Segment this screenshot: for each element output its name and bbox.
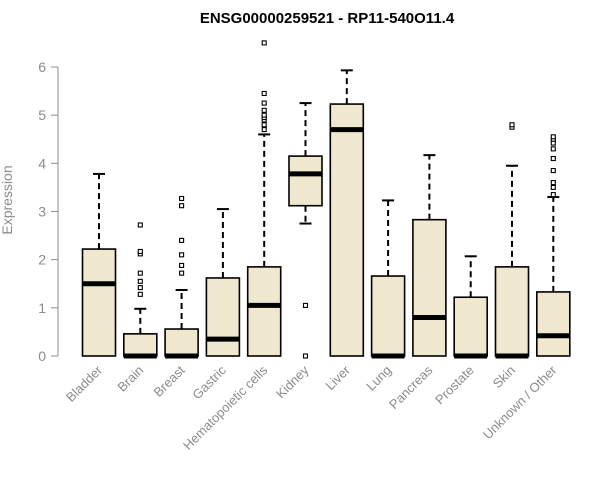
- y-axis: 0 1 2 3 4 5 6: [38, 59, 59, 364]
- box-brain: [123, 222, 158, 359]
- box-rect: [370, 275, 406, 357]
- x-tick-label-brain: Brain: [114, 363, 146, 395]
- boxes: [81, 40, 571, 359]
- outlier-point: [550, 180, 556, 186]
- outlier-point: [550, 167, 556, 174]
- x-tick-label-skin: Skin: [490, 363, 518, 391]
- outlier-point: [179, 195, 185, 202]
- outlier-point: [261, 40, 267, 46]
- outlier-point: [179, 203, 185, 209]
- outlier-point: [137, 291, 143, 297]
- box-rect: [494, 266, 530, 357]
- box-rect: [205, 277, 241, 357]
- y-tick-label: 1: [38, 300, 46, 316]
- x-tick-label-gastric: Gastric: [189, 362, 229, 402]
- outlier-point: [137, 285, 143, 291]
- x-tick-label-prostate: Prostate: [432, 363, 477, 408]
- outlier-point: [550, 155, 556, 162]
- x-tick-label-bladder: Bladder: [63, 362, 106, 405]
- outlier-point: [509, 122, 515, 128]
- box-prostate: [453, 255, 489, 359]
- y-tick-label: 3: [38, 203, 46, 219]
- outlier-point: [261, 122, 267, 128]
- outlier-point: [550, 146, 556, 152]
- y-tick-label: 0: [38, 348, 46, 364]
- x-tick-label-liver: Liver: [322, 362, 353, 393]
- box-rect: [412, 218, 447, 357]
- outlier-point: [550, 184, 556, 190]
- outlier-point: [261, 127, 267, 133]
- outlier-point: [550, 134, 556, 140]
- outlier-point: [261, 90, 267, 97]
- outlier-point: [550, 192, 556, 198]
- box-rect: [246, 266, 282, 357]
- box-rect: [288, 155, 323, 207]
- y-tick-label: 4: [38, 155, 46, 171]
- box-rect: [164, 328, 199, 357]
- outlier-point: [179, 252, 185, 258]
- box-hematopoietic-cells: [246, 40, 282, 357]
- outlier-point: [261, 112, 267, 118]
- x-tick-label-kidney: Kidney: [273, 362, 312, 401]
- outlier-point: [179, 262, 185, 268]
- box-rect: [453, 296, 489, 357]
- chart-title: ENSG00000259521 - RP11-540O11.4: [200, 10, 455, 27]
- outlier-point: [137, 248, 143, 255]
- outlier-point: [137, 270, 143, 276]
- box-lung: [370, 199, 406, 359]
- box-skin: [494, 122, 530, 359]
- box-rect: [81, 248, 117, 357]
- y-axis-label: Expression: [0, 165, 15, 234]
- x-tick-label-unknown-other: Unknown / Other: [480, 362, 560, 442]
- outlier-point: [302, 302, 309, 308]
- box-rect: [535, 291, 571, 357]
- outlier-point: [261, 107, 267, 113]
- box-pancreas: [412, 154, 447, 357]
- outlier-point: [302, 353, 309, 359]
- y-tick-label: 5: [38, 107, 46, 123]
- outlier-point: [179, 237, 185, 243]
- outlier-point: [179, 270, 185, 276]
- box-breast: [164, 195, 199, 359]
- y-tick-label: 6: [38, 59, 46, 75]
- outlier-point: [261, 100, 267, 106]
- box-unknown-other: [535, 134, 571, 357]
- box-kidney: [288, 102, 323, 359]
- box-gastric: [205, 208, 241, 357]
- x-tick-label-pancreas: Pancreas: [386, 362, 436, 412]
- box-liver: [329, 69, 365, 357]
- outlier-point: [137, 278, 143, 284]
- outlier-point: [137, 222, 143, 228]
- box-bladder: [81, 172, 117, 357]
- x-tick-label-lung: Lung: [363, 363, 394, 394]
- box-rect: [123, 333, 158, 357]
- y-tick-label: 2: [38, 252, 46, 268]
- box-rect: [329, 103, 365, 357]
- x-tick-label-breast: Breast: [151, 362, 188, 399]
